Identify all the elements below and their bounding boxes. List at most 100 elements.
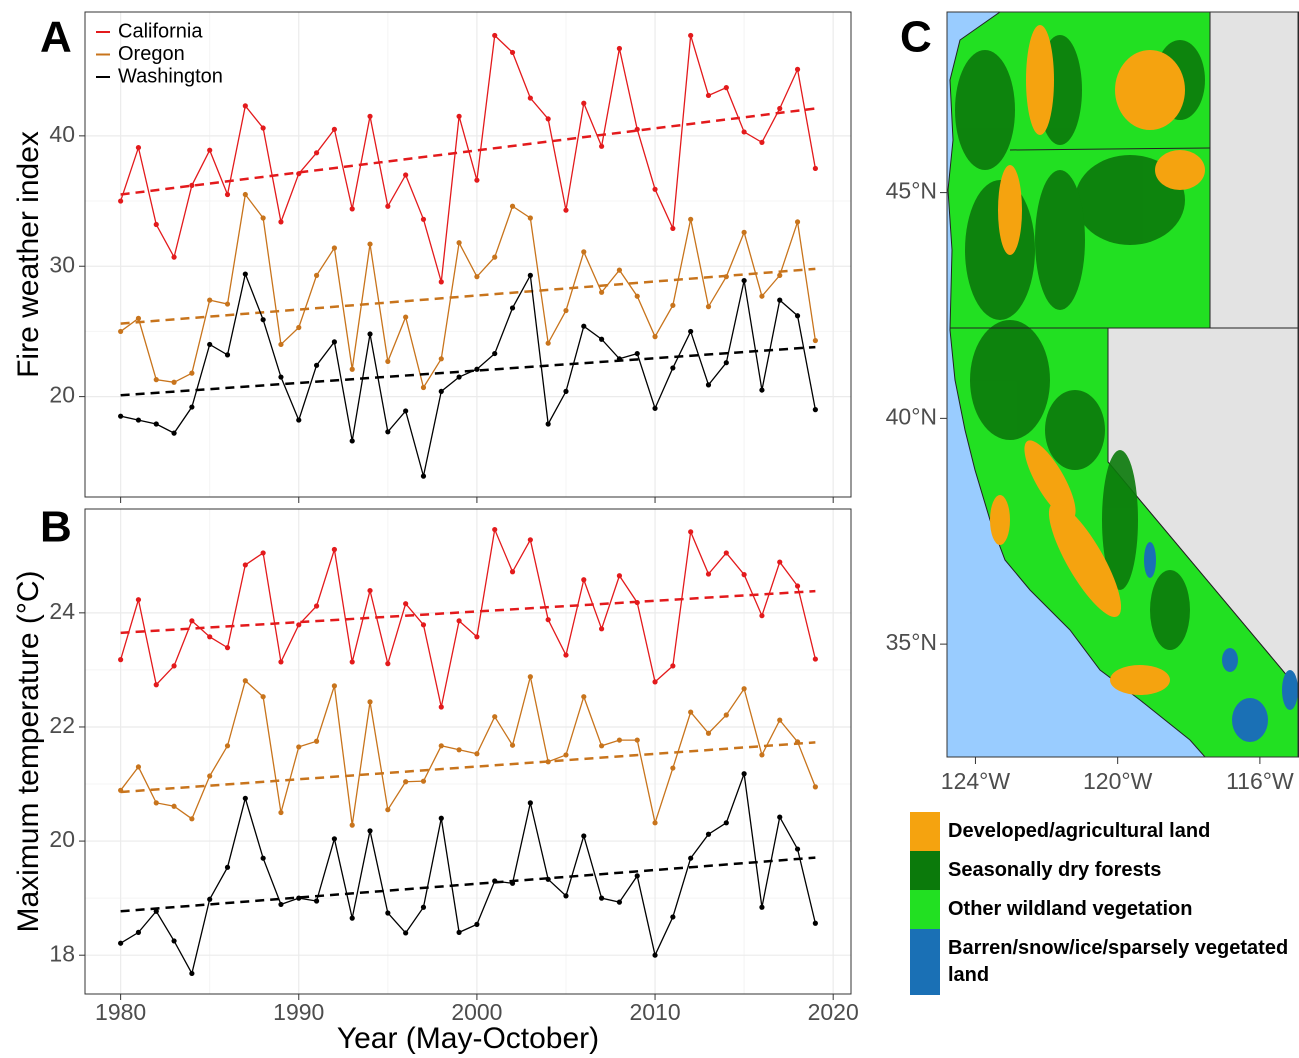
data-point (367, 113, 373, 119)
data-point (153, 221, 159, 228)
legend-swatch (910, 812, 940, 851)
data-point (171, 938, 177, 944)
data-point (349, 822, 355, 828)
data-point (260, 215, 266, 221)
data-point (545, 421, 551, 427)
data-point (616, 573, 623, 579)
y-axis-title: Maximum temperature (°C) (12, 570, 45, 932)
data-point (331, 126, 337, 132)
plot-background (85, 12, 851, 497)
data-point (794, 583, 801, 589)
data-point (118, 413, 124, 419)
data-point (331, 339, 337, 345)
data-point (171, 803, 177, 809)
data-point (670, 302, 676, 308)
x-tick-label: 116°W (1226, 768, 1294, 794)
data-point (670, 365, 676, 371)
data-point (438, 356, 444, 362)
data-point (688, 328, 694, 335)
legend-item: Other wildland vegetation (910, 890, 1299, 929)
data-point (527, 537, 533, 543)
data-point (812, 337, 818, 344)
data-point (242, 191, 248, 198)
data-point (296, 744, 302, 750)
data-point (474, 634, 480, 640)
data-point (652, 334, 658, 340)
data-point (456, 618, 462, 624)
trend-line (120, 741, 816, 794)
data-point (741, 771, 747, 777)
data-point (349, 366, 355, 372)
data-point (403, 172, 409, 178)
data-point (812, 656, 818, 662)
state-border (1009, 147, 1211, 151)
data-point (705, 831, 712, 837)
data-point (652, 679, 658, 685)
x-tick-label: 2020 (808, 999, 859, 1025)
barren-patches (1144, 542, 1298, 742)
data-point (403, 601, 409, 607)
data-point (278, 219, 284, 225)
x-tick-label: 1980 (95, 999, 146, 1025)
data-point (599, 143, 605, 149)
data-point (670, 663, 676, 669)
trend-line (120, 345, 816, 397)
data-point (403, 930, 409, 936)
data-point (313, 738, 320, 744)
legend-swatch (910, 929, 940, 995)
data-point (527, 95, 533, 101)
data-point (313, 272, 320, 278)
data-point (260, 317, 266, 323)
data-point (581, 694, 587, 700)
data-point (794, 66, 801, 72)
data-point (403, 779, 409, 785)
data-point (812, 784, 818, 790)
data-point (581, 249, 587, 255)
series-group (118, 526, 818, 977)
data-point (331, 546, 337, 553)
data-point (634, 126, 640, 132)
data-point (278, 374, 284, 380)
data-point (118, 657, 124, 663)
data-point (420, 384, 427, 391)
data-point (616, 267, 623, 273)
data-point (741, 229, 747, 235)
data-point (349, 438, 355, 444)
data-point (278, 659, 284, 665)
legend-item: Seasonally dry forests (910, 851, 1299, 890)
data-point (456, 113, 462, 119)
data-point (599, 895, 605, 901)
data-point (652, 186, 658, 192)
legend-item: Developed/agricultural land (910, 812, 1299, 851)
data-point (135, 315, 142, 321)
data-point (492, 350, 498, 357)
data-point (367, 828, 373, 834)
data-point (153, 682, 159, 688)
data-point (759, 752, 765, 758)
data-point (723, 550, 729, 556)
trend-line (120, 107, 816, 196)
data-point (207, 896, 213, 902)
legend-label: Developed/agricultural land (948, 820, 1211, 842)
data-point (438, 743, 444, 749)
data-point (207, 773, 213, 779)
data-point (581, 833, 587, 839)
data-point (224, 743, 231, 749)
data-point (420, 778, 427, 784)
data-point (705, 92, 712, 99)
data-point (367, 699, 373, 705)
data-point (777, 105, 783, 112)
plot-border (84, 508, 852, 995)
y-tick-label: 30 (49, 251, 75, 277)
data-point (581, 100, 587, 106)
data-point (688, 32, 694, 39)
data-point (670, 765, 676, 771)
x-tick-label: 2010 (629, 999, 680, 1025)
data-point (278, 901, 284, 908)
data-point (759, 293, 765, 299)
data-point (723, 360, 729, 366)
data-point (438, 279, 444, 285)
data-point (777, 814, 783, 820)
data-point (313, 898, 320, 904)
y-axis-title: Fire weather index (12, 131, 45, 378)
